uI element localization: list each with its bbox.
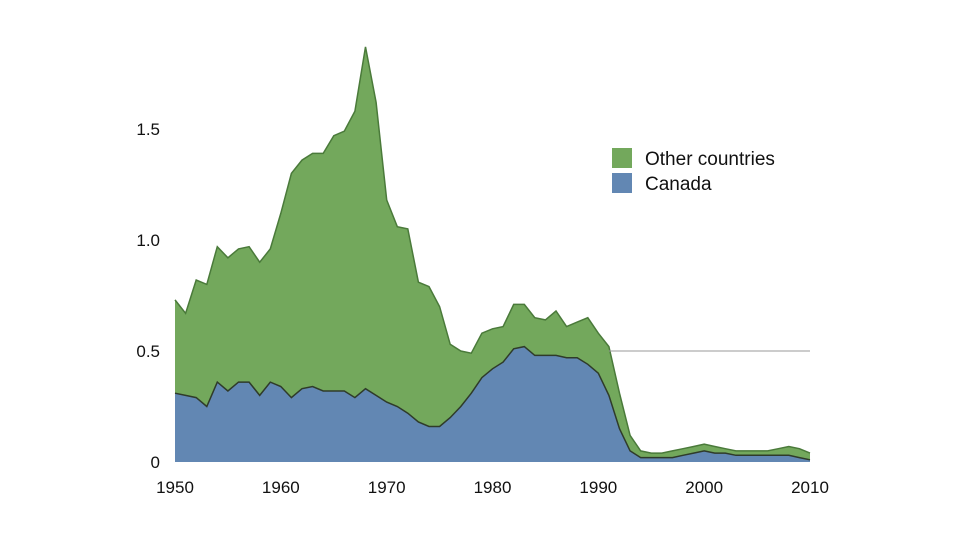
y-tick-label: 0.5 xyxy=(136,342,160,361)
x-tick-label: 1970 xyxy=(368,478,406,497)
edge-canada xyxy=(174,345,811,461)
legend-label-other-countries: Other countries xyxy=(645,149,775,170)
legend: Other countries Canada xyxy=(612,148,775,195)
x-tick-label: 1960 xyxy=(262,478,300,497)
y-tick-label: 1.5 xyxy=(136,120,160,139)
edge-other-countries xyxy=(174,46,811,454)
x-tick-label: 1950 xyxy=(156,478,194,497)
legend-label-canada: Canada xyxy=(645,174,712,195)
legend-swatch-canada xyxy=(612,173,632,193)
legend-swatch-other-countries xyxy=(612,148,632,168)
area-other-countries xyxy=(175,46,810,460)
area-canada xyxy=(175,346,810,462)
x-tick-label: 1980 xyxy=(474,478,512,497)
y-tick-label: 1.0 xyxy=(136,231,160,250)
areas-layer xyxy=(174,46,811,462)
x-tick-label: 2000 xyxy=(685,478,723,497)
x-axis: 1950 1960 1970 1980 1990 2000 2010 xyxy=(156,478,829,497)
x-tick-label: 1990 xyxy=(579,478,617,497)
y-tick-label: 0 xyxy=(151,453,160,472)
y-axis: 0 0.5 1.0 1.5 xyxy=(136,120,160,472)
x-tick-label: 2010 xyxy=(791,478,829,497)
